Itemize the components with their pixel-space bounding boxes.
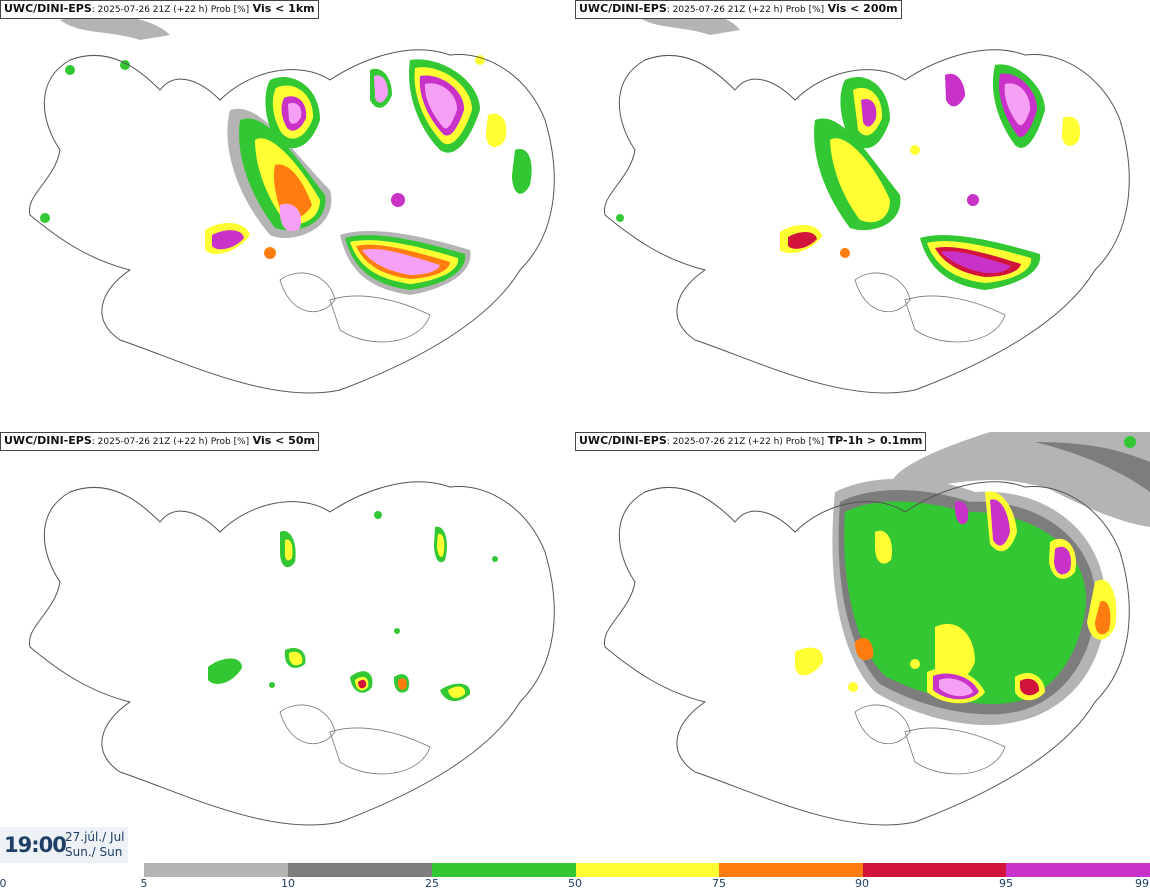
colorbar-tick-99: 99: [1135, 877, 1149, 890]
valid-time-box: 19:00 27.júl./ Jul Sun./ Sun: [0, 827, 128, 863]
colorbar-segment-50-75: [576, 863, 719, 877]
colorbar-segment-5-10: [144, 863, 288, 877]
colorbar-tick-50: 50: [568, 877, 582, 890]
valid-date-line1: 27.júl./ Jul: [65, 830, 125, 844]
coastline: [603, 481, 1130, 826]
colorbar-tick-0: 0: [0, 877, 7, 890]
colorbar-segment-25-50: [432, 863, 576, 877]
valid-date-line2: Sun./ Sun: [65, 845, 123, 859]
map-panel-vis-1km: UWC/DINI-EPS: 2025-07-26 21Z (+22 h) Pro…: [0, 0, 575, 430]
colorbar-segment-75-90: [719, 863, 863, 877]
glacier-outline: [279, 272, 431, 343]
iceland-map: [28, 15, 555, 394]
glacier-outline: [854, 272, 1006, 343]
probability-shading: [208, 511, 498, 702]
probability-shading: [795, 432, 1150, 726]
panel-title: UWC/DINI-EPS: 2025-07-26 21Z (+22 h) Pro…: [0, 432, 319, 451]
coastline: [603, 49, 1130, 394]
probability-shading: [616, 10, 1081, 290]
colorbar-segment-95-99: [1006, 863, 1150, 877]
colorbar-segment-10-25: [288, 863, 432, 877]
map-panel-vis-50m: UWC/DINI-EPS: 2025-07-26 21Z (+22 h) Pro…: [0, 432, 575, 862]
colorbar-segment-90-95: [863, 863, 1006, 877]
colorbar-tick-25: 25: [425, 877, 439, 890]
probability-colorbar: [144, 863, 1150, 877]
glacier-outline: [279, 704, 431, 775]
map-panel-vis-200m: UWC/DINI-EPS: 2025-07-26 21Z (+22 h) Pro…: [575, 0, 1150, 430]
colorbar-tick-90: 90: [855, 877, 869, 890]
coastline: [28, 481, 555, 826]
colorbar-tick-75: 75: [712, 877, 726, 890]
probability-shading: [40, 15, 532, 295]
iceland-map: [603, 432, 1150, 826]
glacier-outline: [854, 704, 1006, 775]
valid-time: 19:00: [4, 833, 67, 857]
panel-title: UWC/DINI-EPS: 2025-07-26 21Z (+22 h) Pro…: [575, 432, 927, 451]
iceland-map: [603, 10, 1130, 394]
colorbar-tick-5: 5: [140, 877, 148, 890]
colorbar-tick-95: 95: [999, 877, 1013, 890]
coastline: [28, 49, 555, 394]
valid-date: 27.júl./ Jul Sun./ Sun: [65, 830, 125, 860]
panel-title: UWC/DINI-EPS: 2025-07-26 21Z (+22 h) Pro…: [0, 0, 319, 19]
iceland-map: [28, 481, 555, 826]
panel-title: UWC/DINI-EPS: 2025-07-26 21Z (+22 h) Pro…: [575, 0, 902, 19]
colorbar-tick-10: 10: [281, 877, 295, 890]
map-panel-tp-1h: UWC/DINI-EPS: 2025-07-26 21Z (+22 h) Pro…: [575, 432, 1150, 862]
